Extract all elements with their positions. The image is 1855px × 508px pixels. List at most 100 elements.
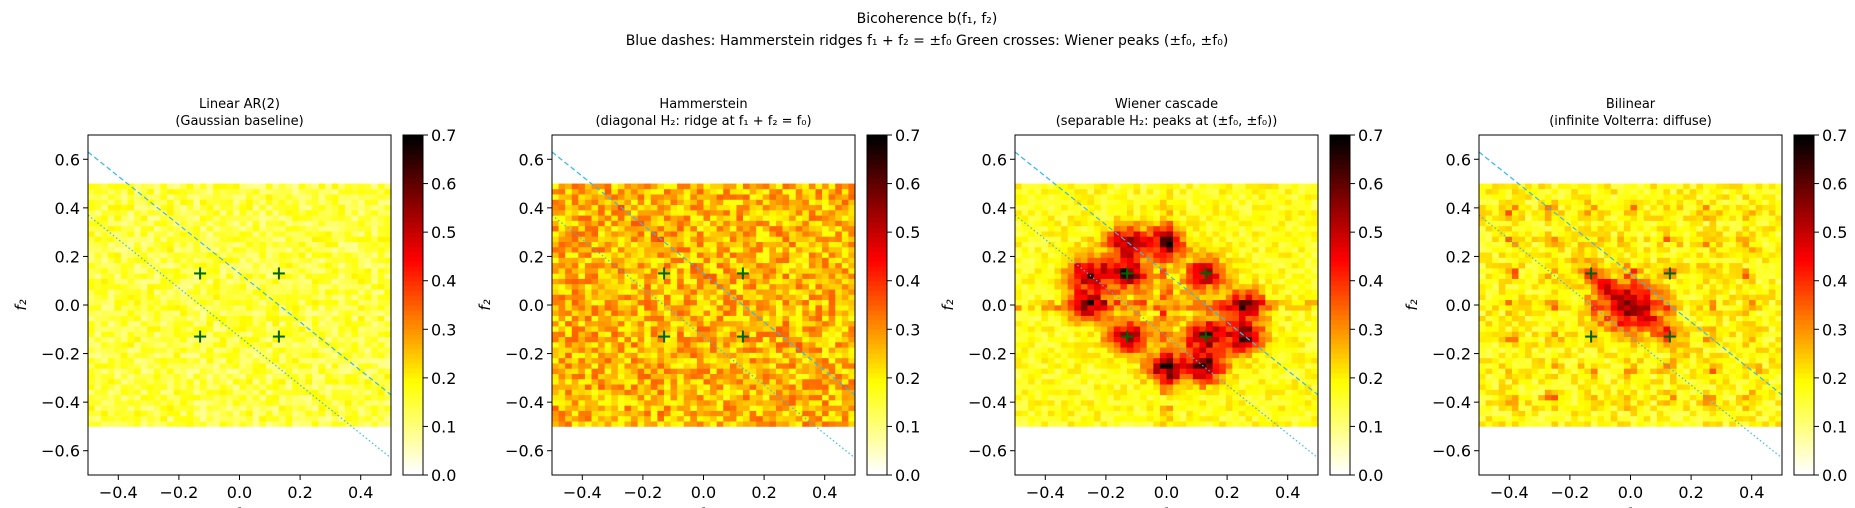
heatmap-cell xyxy=(140,183,148,190)
heatmap-cell xyxy=(841,257,849,264)
heatmap-cell xyxy=(565,310,573,316)
heatmap-cell xyxy=(696,336,704,343)
heatmap-cell xyxy=(344,209,352,216)
heatmap-cell xyxy=(134,305,142,311)
heatmap-cell xyxy=(775,183,783,190)
heatmap-cell xyxy=(598,289,606,295)
heatmap-cell xyxy=(677,262,685,269)
heatmap-cell xyxy=(127,273,135,279)
heatmap-cell xyxy=(140,389,148,396)
heatmap-cell xyxy=(604,363,612,369)
heatmap-cell xyxy=(298,326,306,332)
heatmap-cell xyxy=(199,273,207,279)
heatmap-cell xyxy=(631,331,638,338)
heatmap-cell xyxy=(127,357,135,364)
heatmap-cell xyxy=(279,326,286,332)
heatmap-cell xyxy=(232,357,240,364)
heatmap-cell xyxy=(1041,363,1049,369)
heatmap-cell xyxy=(696,215,704,221)
heatmap-cell xyxy=(835,246,843,253)
heatmap-cell xyxy=(358,352,366,359)
heatmap-cell xyxy=(1015,204,1022,211)
heatmap-cell xyxy=(305,415,313,422)
heatmap-cell xyxy=(272,241,280,248)
heatmap-cell xyxy=(186,215,194,221)
heatmap-cell xyxy=(1067,341,1075,348)
heatmap-cell xyxy=(206,294,214,301)
heatmap-cell xyxy=(325,209,333,216)
heatmap-cell xyxy=(775,315,783,322)
heatmap-cell xyxy=(756,378,764,385)
heatmap-cell xyxy=(663,320,671,327)
heatmap-cell xyxy=(637,289,645,295)
heatmap-cell xyxy=(351,331,359,338)
heatmap-cell xyxy=(173,315,181,322)
heatmap-cell xyxy=(199,405,207,411)
heatmap-cell xyxy=(384,183,391,190)
heatmap-cell xyxy=(795,373,803,380)
heatmap-cell xyxy=(107,310,115,316)
heatmap-cell xyxy=(147,204,155,211)
heatmap-cell xyxy=(696,241,704,248)
heatmap-cell xyxy=(584,378,592,385)
heatmap-cell xyxy=(371,225,379,232)
heatmap-cell xyxy=(716,299,724,306)
heatmap-cell xyxy=(1047,209,1055,216)
heatmap-cell xyxy=(558,415,566,422)
heatmap-cell xyxy=(88,289,95,295)
heatmap-cell xyxy=(1074,215,1082,221)
heatmap-cell xyxy=(219,183,227,190)
heatmap-cell xyxy=(140,305,148,311)
heatmap-cell xyxy=(127,373,135,380)
heatmap-cell xyxy=(120,415,128,422)
heatmap-cell xyxy=(371,252,379,258)
heatmap-cell xyxy=(377,236,385,242)
heatmap-cell xyxy=(743,373,750,380)
heatmap-cell xyxy=(578,405,586,411)
heatmap-cell xyxy=(598,241,606,248)
colorbar-segment xyxy=(867,421,887,427)
heatmap-cell xyxy=(344,194,352,200)
heatmap-cell xyxy=(558,405,566,411)
heatmap-cell xyxy=(611,289,619,295)
heatmap-cell xyxy=(815,246,823,253)
heatmap-cell xyxy=(663,268,671,274)
heatmap-cell xyxy=(690,363,698,369)
heatmap-cell xyxy=(1021,241,1029,248)
heatmap-cell xyxy=(232,225,240,232)
heatmap-cell xyxy=(1067,394,1075,401)
heatmap-cell xyxy=(239,310,247,316)
heatmap-cell xyxy=(1054,331,1062,338)
heatmap-cell xyxy=(683,315,691,322)
heatmap-cell xyxy=(213,394,221,401)
heatmap-cell xyxy=(769,368,777,374)
heatmap-cell xyxy=(1080,415,1088,422)
heatmap-cell xyxy=(1074,283,1082,290)
heatmap-cell xyxy=(815,394,823,401)
heatmap-cell xyxy=(729,246,737,253)
heatmap-cell xyxy=(1047,394,1055,401)
heatmap-cell xyxy=(690,378,698,385)
heatmap-cell xyxy=(822,236,830,242)
heatmap-cell xyxy=(571,209,579,216)
heatmap-cell xyxy=(298,188,306,195)
heatmap-cell xyxy=(94,310,102,316)
heatmap-cell xyxy=(88,352,95,359)
heatmap-cell xyxy=(835,400,843,406)
heatmap-cell xyxy=(1034,400,1042,406)
heatmap-cell xyxy=(140,415,148,422)
heatmap-cell xyxy=(180,252,188,258)
colorbar-segment xyxy=(867,436,887,442)
heatmap-cell xyxy=(841,252,849,258)
heatmap-cell xyxy=(377,199,385,206)
heatmap-cell xyxy=(696,209,704,216)
heatmap-cell xyxy=(552,373,559,380)
heatmap-cell xyxy=(558,262,566,269)
heatmap-cell xyxy=(311,400,319,406)
heatmap-cell xyxy=(769,257,777,264)
heatmap-cell xyxy=(311,278,319,285)
heatmap-cell xyxy=(180,268,188,274)
heatmap-cell xyxy=(743,294,750,301)
heatmap-cell xyxy=(815,331,823,338)
heatmap-cell xyxy=(1074,410,1082,417)
